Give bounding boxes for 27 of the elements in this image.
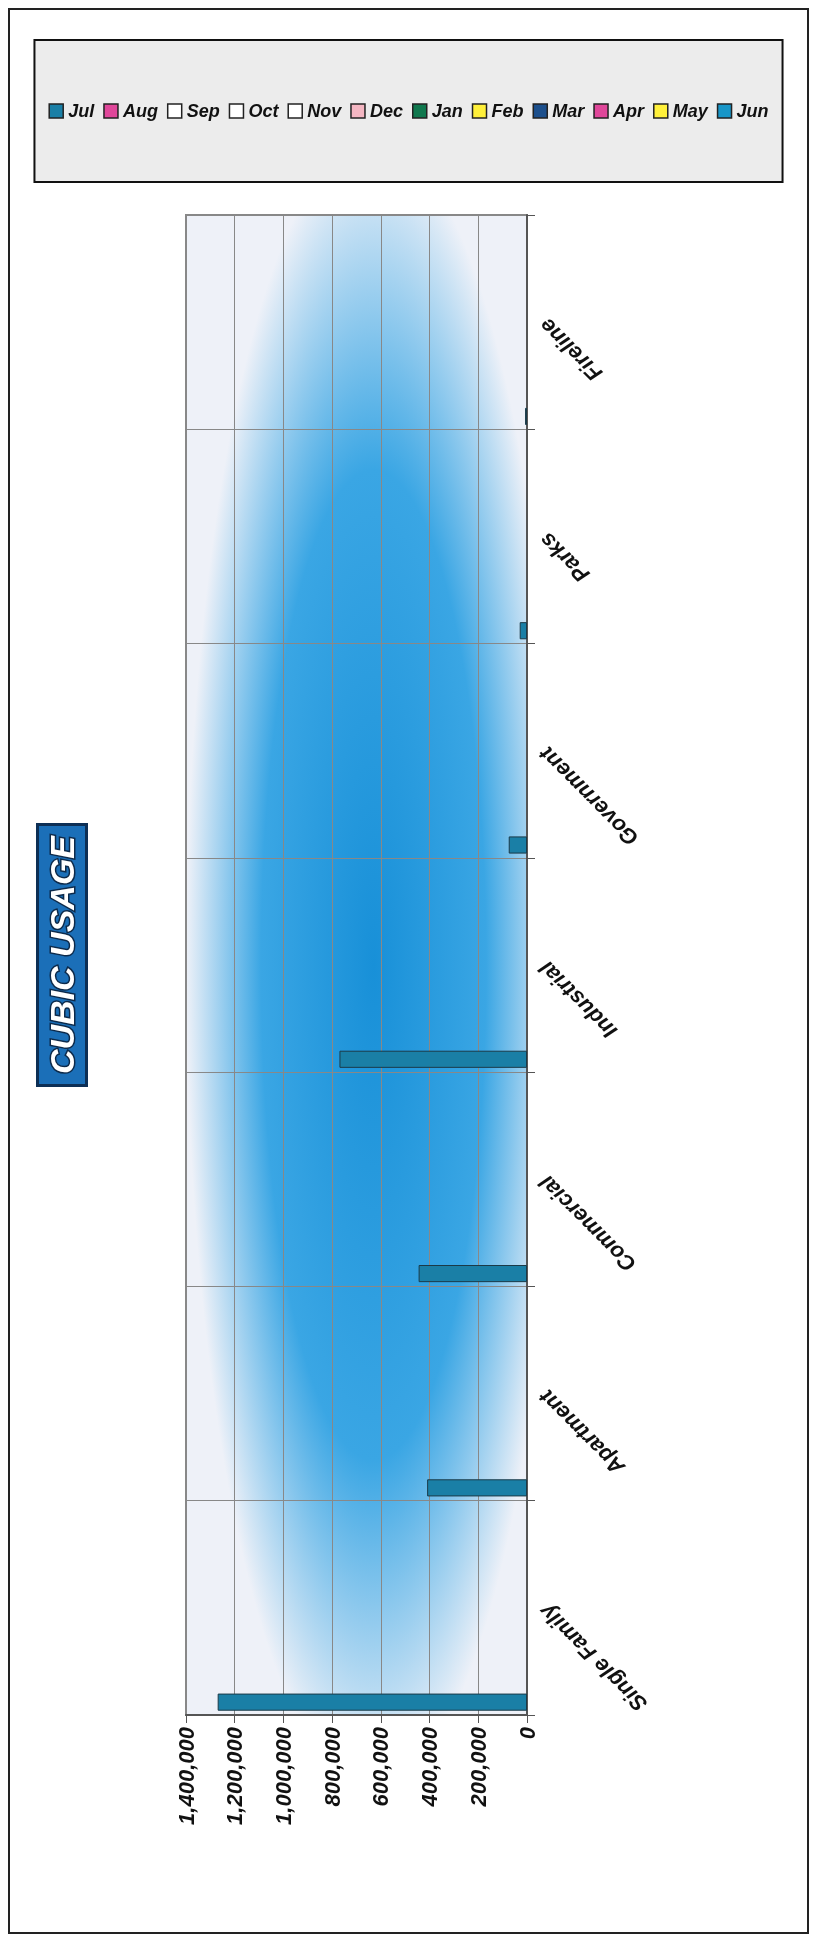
x-tick-label: 800,000 bbox=[319, 1726, 345, 1807]
legend-label: Nov bbox=[307, 101, 343, 121]
legend-label: Mar bbox=[552, 101, 586, 121]
x-tick-label: 1,200,000 bbox=[222, 1726, 248, 1825]
x-tick-label: 400,000 bbox=[417, 1726, 443, 1808]
x-tick-label: 600,000 bbox=[368, 1726, 394, 1807]
legend-label: Dec bbox=[369, 101, 404, 121]
legend-label: Apr bbox=[612, 101, 646, 121]
legend-label: Feb bbox=[491, 101, 524, 121]
legend-label: Jun bbox=[736, 101, 769, 121]
legend-label: Oct bbox=[248, 101, 280, 121]
x-tick-label: 1,400,000 bbox=[173, 1726, 199, 1825]
x-tick-label: 200,000 bbox=[465, 1726, 491, 1808]
legend-label: Jan bbox=[431, 101, 463, 121]
x-tick-label: 1,000,000 bbox=[270, 1726, 296, 1825]
legend-label: Jul bbox=[68, 101, 96, 121]
bar bbox=[508, 836, 527, 854]
legend-label: Sep bbox=[186, 101, 220, 121]
bar bbox=[339, 1050, 527, 1068]
bar bbox=[427, 1479, 527, 1497]
bar bbox=[418, 1265, 527, 1283]
text: CUBIC USAGE bbox=[43, 834, 81, 1075]
x-tick-label: 0 bbox=[514, 1726, 540, 1740]
bar bbox=[217, 1693, 527, 1711]
legend-label: May bbox=[672, 101, 709, 121]
legend-label: Aug bbox=[121, 101, 158, 121]
bar bbox=[519, 622, 527, 640]
